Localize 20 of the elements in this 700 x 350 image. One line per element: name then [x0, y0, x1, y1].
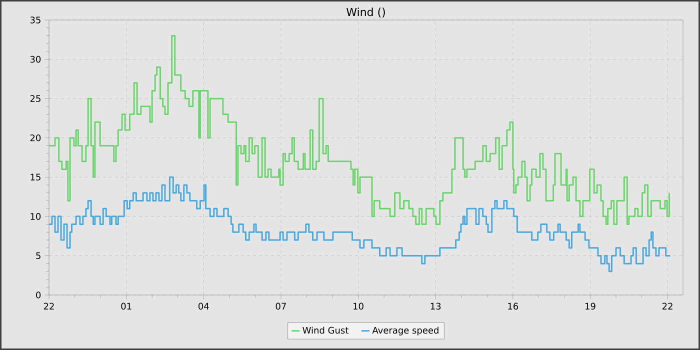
x-tick-label: 22	[44, 302, 54, 310]
y-tick-label: 25	[30, 95, 40, 102]
legend-label: Average speed	[372, 326, 438, 336]
x-tick-label: 10	[354, 302, 364, 310]
y-tick-label: 5	[36, 252, 40, 260]
y-tick-label: 0	[36, 292, 41, 298]
legend-label: Wind Gust	[302, 326, 348, 334]
y-tick-label: 20	[30, 134, 41, 142]
y-tick-label: 10	[30, 213, 41, 220]
x-tick-label: 19	[585, 302, 596, 310]
x-tick-label: 22	[662, 302, 672, 310]
x-tick-label: 04	[198, 302, 209, 310]
y-tick-label: 15	[30, 174, 40, 180]
chart-title: Wind ()	[346, 8, 385, 18]
x-tick-label: 13	[430, 302, 441, 310]
x-tick-label: 07	[276, 302, 286, 310]
y-tick-label: 35	[30, 16, 40, 24]
x-tick-label: 16	[508, 302, 518, 310]
y-tick-label: 30	[30, 56, 41, 63]
x-tick-label: 01	[121, 302, 132, 310]
